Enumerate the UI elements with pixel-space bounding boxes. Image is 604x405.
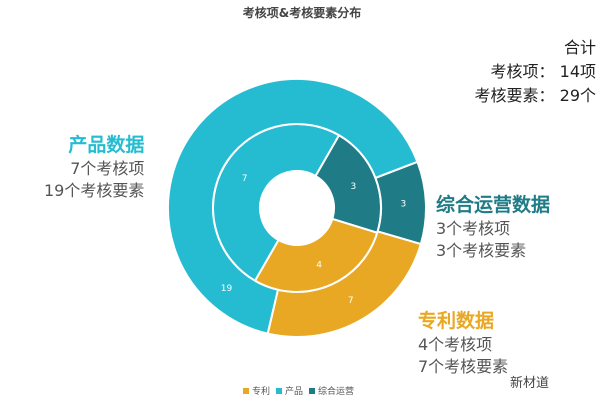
inner-data-label-0: 3 xyxy=(350,182,356,192)
legend-swatch xyxy=(309,388,316,394)
annotation-ops: 综合运营数据 3个考核项 3个考核要素 xyxy=(436,192,550,262)
legend-label: 产品 xyxy=(285,387,304,397)
legend-swatch xyxy=(276,388,283,394)
legend-item-product: 产品 xyxy=(276,384,303,397)
annotation-product-title: 产品数据 xyxy=(68,134,145,156)
totals-elements: 考核要素： 29个 xyxy=(474,86,596,105)
annotation-patent-elements: 7个考核要素 xyxy=(418,357,509,376)
annotation-patent-title: 专利数据 xyxy=(418,310,495,332)
annotation-product: 产品数据 7个考核项 19个考核要素 xyxy=(44,132,144,202)
inner-data-label-1: 4 xyxy=(316,260,322,270)
annotation-ops-items: 3个考核项 xyxy=(436,219,511,238)
legend-label: 专利 xyxy=(252,387,271,397)
outer-data-label-0: 3 xyxy=(401,200,407,210)
annotation-product-elements: 19个考核要素 xyxy=(44,181,145,200)
annotation-product-items: 7个考核项 xyxy=(70,159,145,178)
inner-data-label-2: 7 xyxy=(242,174,248,184)
annotation-ops-elements: 3个考核要素 xyxy=(436,241,527,260)
legend-label: 综合运营 xyxy=(318,387,355,397)
totals-box: 合计 考核项： 14项 考核要素： 29个 xyxy=(475,36,596,108)
chart-title: 考核项&考核要素分布 xyxy=(242,6,362,20)
totals-items: 考核项： 14项 xyxy=(490,62,596,81)
legend-item-ops: 综合运营 xyxy=(309,384,354,397)
legend: 专利 产品 综合运营 xyxy=(243,384,354,397)
outer-data-label-1: 7 xyxy=(348,296,354,306)
totals-heading: 合计 xyxy=(563,38,596,57)
annotation-patent-items: 4个考核项 xyxy=(418,335,493,354)
legend-item-patent: 专利 xyxy=(243,384,270,397)
outer-data-label-2: 19 xyxy=(221,284,233,294)
watermark: 新材道 xyxy=(510,376,550,391)
legend-swatch xyxy=(243,388,249,394)
outer-slice-2 xyxy=(167,78,419,335)
annotation-ops-title: 综合运营数据 xyxy=(436,194,551,216)
annotation-patent: 专利数据 4个考核项 7个考核要素 xyxy=(418,308,508,378)
